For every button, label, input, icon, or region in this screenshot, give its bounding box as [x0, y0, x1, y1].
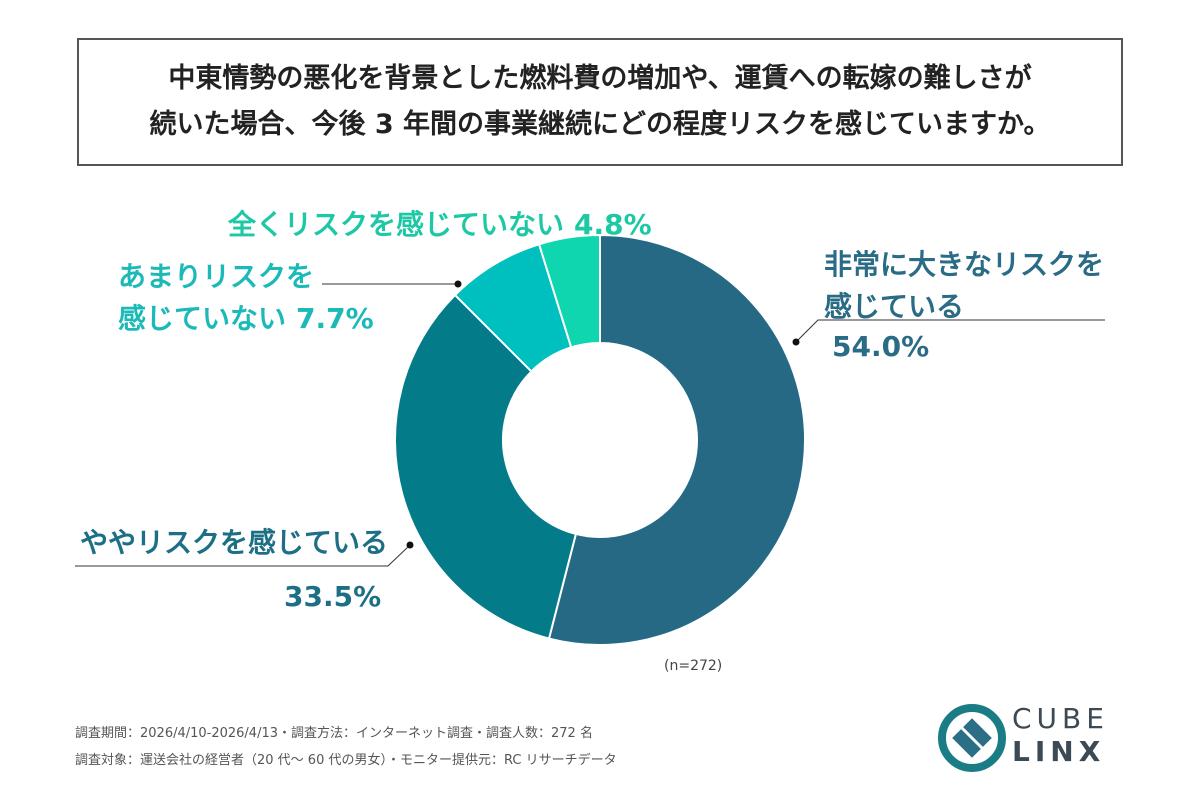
leader-line [795, 319, 1105, 343]
value-label: 4.8% [574, 208, 652, 241]
logo-icon [938, 704, 1006, 772]
donut-slice [547, 233, 806, 646]
category-label: あまりリスクを 感じていない 7.7% [118, 256, 374, 340]
leader-line [75, 544, 411, 567]
donut-slice [394, 293, 578, 640]
leader-dot [454, 280, 462, 288]
category-name: ややリスクを感じている [80, 526, 389, 559]
value-label: 54.0% [832, 330, 930, 363]
chart-title: 中東情勢の悪化を背景とした燃料費の増加や、運賃への転嫁の難しさが 続いた場合、今… [77, 38, 1123, 166]
category-name: 全くリスクを感じていない [228, 208, 565, 241]
sample-note: (n=272) [664, 658, 723, 674]
logo-text: LINX [1012, 735, 1106, 768]
value-label: 7.7% [296, 302, 374, 335]
category-label: 全くリスクを感じていない 4.8% [228, 204, 652, 246]
donut-slice [537, 233, 601, 349]
title-line: 中東情勢の悪化を背景とした燃料費の増加や、運賃への転嫁の難しさが [168, 63, 1032, 94]
value-label: 33.5% [284, 580, 382, 613]
logo-text: CUBE [1012, 702, 1109, 735]
footnote: 調査期間：2026/4/10-2026/4/13・調査方法：インターネット調査・… [75, 726, 593, 741]
footnote: 調査対象：運送会社の経営者（20 代〜 60 代の男女）・モニター提供元：RC … [75, 753, 617, 768]
leader-dot [792, 338, 800, 346]
leader-dot [406, 541, 414, 549]
category-name: あまりリスクを 感じていない [118, 260, 315, 335]
title-line: 続いた場合、今後 3 年間の事業継続にどの程度リスクを感じていますか。 [149, 109, 1051, 140]
category-name: 非常に大きなリスクを 感じている [824, 248, 1105, 323]
